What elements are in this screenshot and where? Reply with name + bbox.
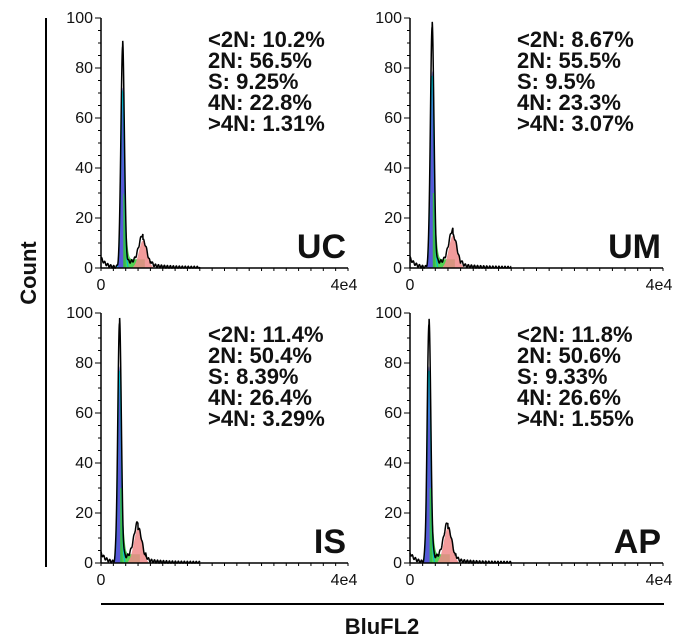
x-tick-label: 4e4 — [646, 572, 673, 589]
y-tick-label: 80 — [384, 355, 402, 372]
histogram-panel-um: 0 20 40 60 80 100 0 4e4 <2N: 8.67%2N: 55.5%S: 9.… — [375, 10, 672, 294]
y-tick-label: 20 — [75, 210, 93, 227]
population-stat: 2N: 50.6% — [517, 343, 621, 368]
population-stat: S: 9.25% — [208, 69, 299, 94]
x-tick-label: 0 — [406, 277, 415, 294]
histogram-trace — [409, 318, 512, 564]
y-tick-label: 40 — [384, 455, 402, 472]
y-tick-label: 100 — [375, 305, 402, 322]
y-axis-title: Count — [16, 241, 41, 305]
histogram-trace — [100, 317, 201, 564]
population-stat: <2N: 11.4% — [208, 322, 324, 347]
g2m-fill — [437, 528, 459, 563]
population-stat: >4N: 3.07% — [517, 111, 634, 136]
y-tick-label: 100 — [66, 305, 93, 322]
x-axis-title: BluFL2 — [345, 614, 420, 639]
population-stat: >4N: 3.29% — [208, 406, 325, 431]
population-stat: 2N: 56.5% — [208, 48, 312, 73]
y-tick-label: 20 — [384, 210, 402, 227]
y-tick-label: 100 — [375, 10, 402, 27]
g2m-fill — [128, 528, 148, 563]
y-tick-label: 0 — [84, 260, 93, 277]
x-tick-label: 0 — [97, 277, 106, 294]
y-tick-label: 20 — [384, 505, 402, 522]
population-stat: 4N: 26.6% — [517, 385, 621, 410]
y-tick-label: 40 — [384, 160, 402, 177]
population-stat: 4N: 23.3% — [517, 90, 621, 115]
g2m-fill — [133, 240, 153, 268]
panel-label: UM — [608, 228, 661, 266]
panel-label: AP — [614, 523, 661, 561]
histogram-trace — [100, 40, 201, 269]
x-tick-label: 0 — [406, 572, 415, 589]
population-stat: S: 9.33% — [517, 364, 608, 389]
population-stat: <2N: 10.2% — [208, 27, 325, 52]
population-stat: <2N: 11.8% — [517, 322, 633, 347]
x-tick-label: 0 — [97, 572, 106, 589]
y-tick-label: 60 — [384, 110, 402, 127]
y-tick-label: 60 — [75, 110, 93, 127]
y-tick-label: 100 — [66, 10, 93, 27]
y-tick-label: 40 — [75, 160, 93, 177]
population-stat: >4N: 1.31% — [208, 111, 325, 136]
y-tick-label: 0 — [393, 260, 402, 277]
histogram-trace — [409, 21, 512, 269]
population-stat: 2N: 55.5% — [517, 48, 621, 73]
y-tick-label: 80 — [384, 60, 402, 77]
population-stat: 4N: 26.4% — [208, 385, 312, 410]
population-stat: 2N: 50.4% — [208, 343, 312, 368]
population-stat: S: 8.39% — [208, 364, 299, 389]
y-tick-label: 0 — [84, 555, 93, 572]
population-stat: >4N: 1.55% — [517, 406, 634, 431]
population-stat: 4N: 22.8% — [208, 90, 312, 115]
g2m-fill — [442, 235, 464, 268]
population-stat: S: 9.5% — [517, 69, 595, 94]
y-tick-label: 20 — [75, 505, 93, 522]
y-tick-label: 80 — [75, 60, 93, 77]
panel-label: IS — [314, 523, 346, 561]
population-stat: <2N: 8.67% — [517, 27, 634, 52]
x-tick-label: 4e4 — [646, 277, 673, 294]
x-tick-label: 4e4 — [331, 572, 358, 589]
y-tick-label: 60 — [75, 405, 93, 422]
histogram-panel-uc: 0 20 40 60 80 100 0 4e4 <2N: 10.2%2N: 56.5%S: 9.… — [66, 10, 357, 294]
y-tick-label: 80 — [75, 355, 93, 372]
x-tick-label: 4e4 — [331, 277, 358, 294]
panel-label: UC — [297, 228, 346, 266]
histogram-panel-is: 0 20 40 60 80 100 0 4e4 <2N: 11.4%2N: 50.4%S: 8.… — [66, 305, 357, 589]
y-tick-label: 40 — [75, 455, 93, 472]
y-tick-label: 0 — [393, 555, 402, 572]
y-tick-label: 60 — [384, 405, 402, 422]
histogram-panel-ap: 0 20 40 60 80 100 0 4e4 <2N: 11.8%2N: 50.6%S: 9.… — [375, 305, 672, 589]
